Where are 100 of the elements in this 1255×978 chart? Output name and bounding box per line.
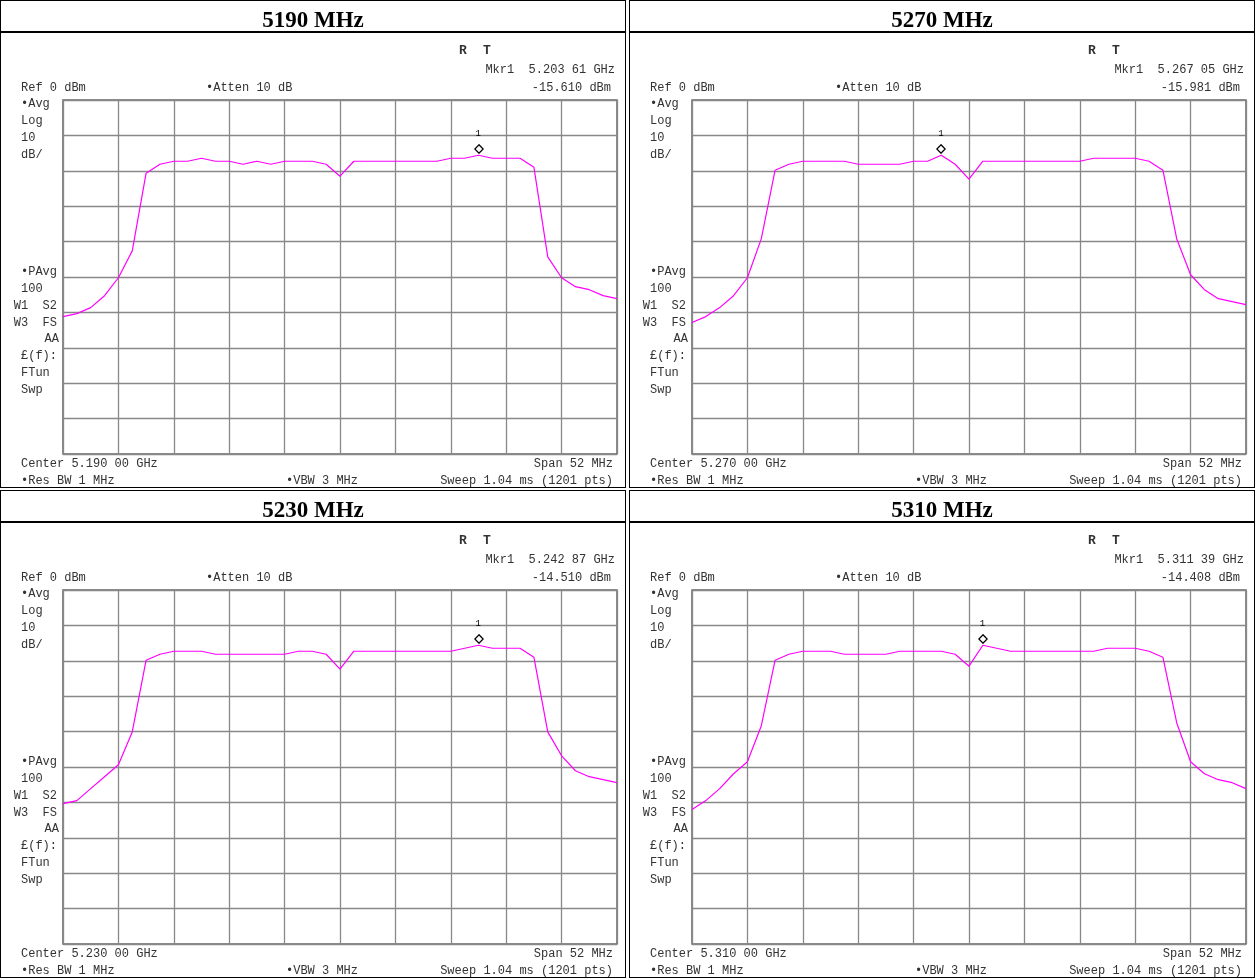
text: Mkr1 5.242 87 GHz bbox=[485, 553, 615, 567]
text: Log bbox=[650, 114, 672, 128]
text: FTun bbox=[650, 856, 679, 870]
text: £(f): bbox=[21, 349, 58, 363]
text: •PAvg bbox=[650, 755, 687, 769]
text: T bbox=[483, 43, 491, 58]
text: 10 bbox=[21, 131, 36, 145]
text: W3 FS bbox=[642, 316, 687, 330]
text: •Avg bbox=[21, 587, 50, 601]
text: 100 bbox=[21, 772, 43, 786]
text: Swp bbox=[650, 383, 672, 397]
text: Span 52 MHz bbox=[1162, 947, 1243, 961]
text: AA bbox=[44, 822, 60, 836]
text: W3 FS bbox=[13, 316, 58, 330]
text: -15.610 dBm bbox=[531, 81, 612, 95]
text: T bbox=[483, 533, 491, 548]
text: R bbox=[1088, 43, 1096, 58]
text: •PAvg bbox=[650, 265, 687, 279]
text: •Res BW 1 MHz bbox=[21, 474, 115, 488]
text: Ref 0 dBm bbox=[650, 571, 715, 585]
text: Sweep 1.04 ms (1201 pts) bbox=[1069, 964, 1242, 978]
text: Log bbox=[21, 114, 43, 128]
text: •VBW 3 MHz bbox=[915, 964, 988, 978]
text: W3 FS bbox=[642, 806, 687, 820]
text: W3 FS bbox=[13, 806, 58, 820]
text: Center 5.270 00 GHz bbox=[650, 457, 787, 471]
text: 10 bbox=[650, 131, 665, 145]
text: Log bbox=[21, 604, 43, 618]
text: W1 S2 bbox=[642, 789, 687, 803]
text: •Atten 10 dB bbox=[835, 81, 922, 95]
chart-title: 5270 MHz bbox=[891, 7, 993, 32]
text: 10 bbox=[21, 621, 36, 635]
text: •Avg bbox=[21, 97, 50, 111]
text: dB/ bbox=[21, 638, 43, 652]
annotation: 1 bbox=[979, 619, 986, 630]
text: R bbox=[459, 43, 467, 58]
text: W1 S2 bbox=[642, 299, 687, 313]
text: W1 S2 bbox=[13, 789, 58, 803]
text: R bbox=[1088, 533, 1096, 548]
text: •Atten 10 dB bbox=[206, 81, 293, 95]
chart-title: 5190 MHz bbox=[262, 7, 364, 32]
text: Ref 0 dBm bbox=[21, 571, 86, 585]
text: •Avg bbox=[650, 97, 679, 111]
chart-title: 5310 MHz bbox=[891, 497, 993, 522]
text: Mkr1 5.267 05 GHz bbox=[1114, 63, 1244, 77]
text: Span 52 MHz bbox=[1162, 457, 1243, 471]
text: W1 S2 bbox=[13, 299, 58, 313]
text: Span 52 MHz bbox=[533, 947, 614, 961]
text: T bbox=[1112, 533, 1120, 548]
chart-title: 5230 MHz bbox=[262, 497, 364, 522]
text: -14.510 dBm bbox=[531, 571, 612, 585]
text: •VBW 3 MHz bbox=[286, 474, 359, 488]
text: Ref 0 dBm bbox=[650, 81, 715, 95]
text: dB/ bbox=[650, 148, 672, 162]
text: •Res BW 1 MHz bbox=[21, 964, 115, 978]
text: Sweep 1.04 ms (1201 pts) bbox=[440, 474, 613, 488]
text: •Atten 10 dB bbox=[206, 571, 293, 585]
text: dB/ bbox=[21, 148, 43, 162]
text: Log bbox=[650, 604, 672, 618]
annotation: 1 bbox=[475, 129, 481, 140]
text: Sweep 1.04 ms (1201 pts) bbox=[1069, 474, 1242, 488]
text: dB/ bbox=[650, 638, 672, 652]
text: Center 5.190 00 GHz bbox=[21, 457, 158, 471]
text: Sweep 1.04 ms (1201 pts) bbox=[440, 964, 613, 978]
text: Mkr1 5.311 39 GHz bbox=[1114, 553, 1244, 567]
text: •VBW 3 MHz bbox=[286, 964, 359, 978]
text: 100 bbox=[21, 282, 43, 296]
text: T bbox=[1112, 43, 1120, 58]
text: •Atten 10 dB bbox=[835, 571, 922, 585]
text: £(f): bbox=[21, 839, 58, 853]
text: Center 5.230 00 GHz bbox=[21, 947, 158, 961]
text: £(f): bbox=[650, 839, 687, 853]
text: FTun bbox=[21, 366, 50, 380]
annotation: 1 bbox=[938, 129, 944, 140]
text: R bbox=[459, 533, 467, 548]
text: Mkr1 5.203 61 GHz bbox=[485, 63, 615, 77]
text: AA bbox=[673, 822, 689, 836]
text: •VBW 3 MHz bbox=[915, 474, 988, 488]
text: -15.981 dBm bbox=[1160, 81, 1241, 95]
text: 10 bbox=[650, 621, 665, 635]
text: •Res BW 1 MHz bbox=[650, 964, 744, 978]
text: •PAvg bbox=[21, 755, 58, 769]
text: FTun bbox=[650, 366, 679, 380]
text: Swp bbox=[21, 383, 43, 397]
text: AA bbox=[673, 332, 689, 346]
text: Swp bbox=[21, 873, 43, 887]
text: •Res BW 1 MHz bbox=[650, 474, 744, 488]
text: FTun bbox=[21, 856, 50, 870]
text: Center 5.310 00 GHz bbox=[650, 947, 787, 961]
text: £(f): bbox=[650, 349, 687, 363]
text: Swp bbox=[650, 873, 672, 887]
text: •Avg bbox=[650, 587, 679, 601]
text: •PAvg bbox=[21, 265, 58, 279]
text: 100 bbox=[650, 282, 672, 296]
annotation: 1 bbox=[475, 619, 481, 630]
text: -14.408 dBm bbox=[1160, 571, 1241, 585]
text: Span 52 MHz bbox=[533, 457, 614, 471]
text: 100 bbox=[650, 772, 672, 786]
text: AA bbox=[44, 332, 60, 346]
text: Ref 0 dBm bbox=[21, 81, 86, 95]
